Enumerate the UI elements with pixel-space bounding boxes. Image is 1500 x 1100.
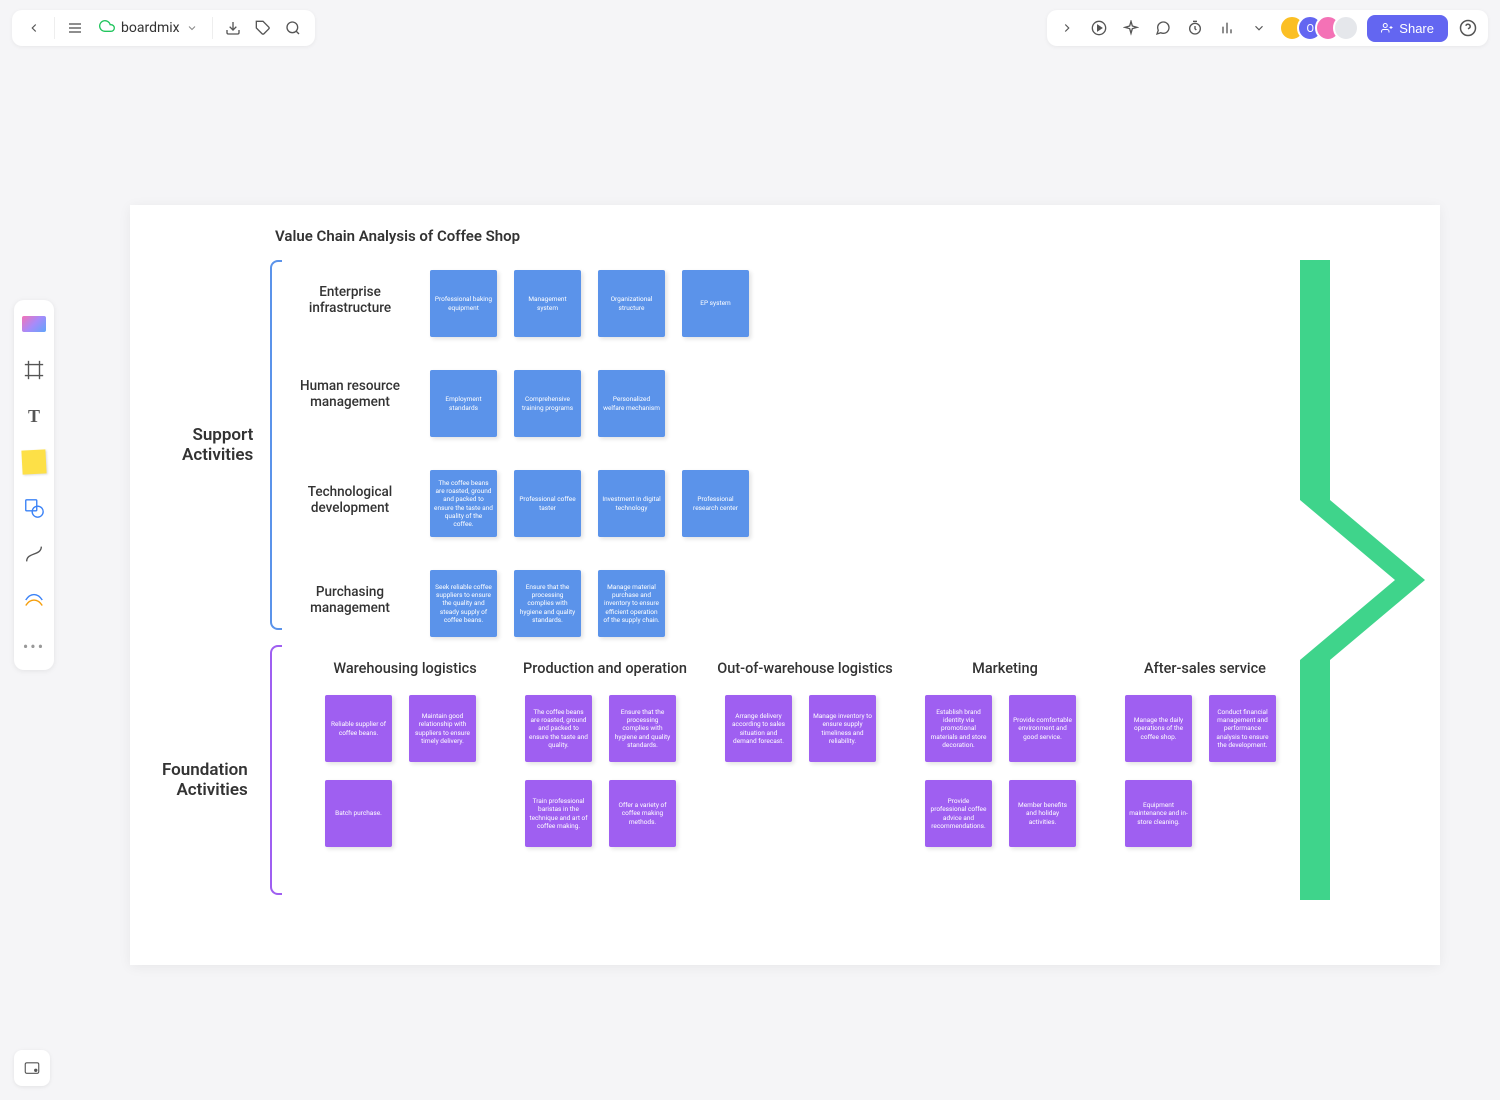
- sparkle-button[interactable]: [1119, 16, 1143, 40]
- canvas[interactable]: Value Chain Analysis of Coffee Shop Supp…: [130, 205, 1440, 965]
- more-tools[interactable]: •••: [20, 632, 48, 660]
- support-card[interactable]: Professional coffee taster: [514, 470, 581, 537]
- divider: [54, 17, 55, 39]
- support-row-label: Human resource management: [295, 378, 405, 410]
- support-row-label: Technological development: [295, 484, 405, 516]
- side-toolbar: T •••: [14, 300, 54, 670]
- foundation-card[interactable]: Offer a variety of coffee making methods…: [609, 780, 676, 847]
- support-card[interactable]: Investment in digital technology: [598, 470, 665, 537]
- foundation-column-label: Out-of-warehouse logistics: [705, 660, 905, 677]
- avatar[interactable]: [1333, 15, 1359, 41]
- text-tool[interactable]: T: [20, 402, 48, 430]
- foundation-column-label: After-sales service: [1105, 660, 1305, 677]
- support-card[interactable]: Seek reliable coffee suppliers to ensure…: [430, 570, 497, 637]
- foundation-activities-label: Foundation Activities: [162, 760, 248, 800]
- expand-button[interactable]: [1055, 16, 1079, 40]
- support-card[interactable]: Personalized welfare mechanism: [598, 370, 665, 437]
- support-card[interactable]: The coffee beans are roasted, ground and…: [430, 470, 497, 537]
- foundation-card[interactable]: Manage inventory to ensure supply timeli…: [809, 695, 876, 762]
- support-card[interactable]: Professional research center: [682, 470, 749, 537]
- foundation-card[interactable]: Equipment maintenance and in-store clean…: [1125, 780, 1192, 847]
- support-row-label: Purchasing management: [295, 584, 405, 616]
- foundation-card[interactable]: Batch purchase.: [325, 780, 392, 847]
- support-card[interactable]: Ensure that the processing complies with…: [514, 570, 581, 637]
- support-card[interactable]: Manage material purchase and inventory t…: [598, 570, 665, 637]
- foundation-card[interactable]: Train professional baristas in the techn…: [525, 780, 592, 847]
- foundation-card[interactable]: Provide professional coffee advice and r…: [925, 780, 992, 847]
- support-card[interactable]: Employment standards: [430, 370, 497, 437]
- diagram-title: Value Chain Analysis of Coffee Shop: [275, 227, 520, 245]
- support-card[interactable]: Comprehensive training programs: [514, 370, 581, 437]
- menu-button[interactable]: [63, 16, 87, 40]
- foundation-card[interactable]: Establish brand identity via promotional…: [925, 695, 992, 762]
- foundation-column-label: Marketing: [905, 660, 1105, 677]
- profit-arrow: Profit: [1300, 260, 1430, 904]
- foundation-card[interactable]: Ensure that the processing complies with…: [609, 695, 676, 762]
- timer-button[interactable]: [1183, 16, 1207, 40]
- template-tool[interactable]: [20, 310, 48, 338]
- file-name-dropdown[interactable]: boardmix: [93, 18, 204, 38]
- sticky-note-tool[interactable]: [20, 448, 48, 476]
- foundation-bracket: [270, 645, 282, 895]
- user-plus-icon: [1381, 22, 1393, 34]
- chevron-down-icon: [186, 22, 198, 34]
- foundation-card[interactable]: Maintain good relationship with supplier…: [409, 695, 476, 762]
- foundation-card[interactable]: Reliable supplier of coffee beans.: [325, 695, 392, 762]
- play-button[interactable]: [1087, 16, 1111, 40]
- support-card[interactable]: Organizational structure: [598, 270, 665, 337]
- pen-tool[interactable]: [20, 586, 48, 614]
- stats-button[interactable]: [1215, 16, 1239, 40]
- foundation-card[interactable]: The coffee beans are roasted, ground and…: [525, 695, 592, 762]
- frame-tool[interactable]: [20, 356, 48, 384]
- divider: [212, 17, 213, 39]
- more-button[interactable]: [1247, 16, 1271, 40]
- back-button[interactable]: [22, 16, 46, 40]
- foundation-card[interactable]: Conduct financial management and perform…: [1209, 695, 1276, 762]
- download-button[interactable]: [221, 16, 245, 40]
- support-activities-label: Support Activities: [182, 425, 253, 465]
- foundation-card[interactable]: Provide comfortable environment and good…: [1009, 695, 1076, 762]
- toolbar-left: boardmix: [12, 10, 315, 46]
- toolbar-right: O Share: [1047, 10, 1488, 46]
- chat-button[interactable]: [1151, 16, 1175, 40]
- foundation-card[interactable]: Member benefits and holiday activities.: [1009, 780, 1076, 847]
- share-label: Share: [1399, 21, 1434, 36]
- support-card[interactable]: Management system: [514, 270, 581, 337]
- foundation-card[interactable]: Arrange delivery according to sales situ…: [725, 695, 792, 762]
- cloud-sync-icon: [99, 18, 115, 38]
- support-card[interactable]: EP system: [682, 270, 749, 337]
- support-bracket: [270, 260, 282, 630]
- file-name: boardmix: [121, 20, 180, 36]
- foundation-column-label: Warehousing logistics: [305, 660, 505, 677]
- profit-label: Profit: [1344, 552, 1364, 594]
- support-card[interactable]: Professional baking equipment: [430, 270, 497, 337]
- share-button[interactable]: Share: [1367, 15, 1448, 42]
- collaborator-avatars[interactable]: O: [1279, 15, 1359, 41]
- minimap-button[interactable]: [14, 1050, 50, 1086]
- connector-tool[interactable]: [20, 540, 48, 568]
- foundation-column-label: Production and operation: [505, 660, 705, 677]
- foundation-card[interactable]: Manage the daily operations of the coffe…: [1125, 695, 1192, 762]
- search-button[interactable]: [281, 16, 305, 40]
- tag-button[interactable]: [251, 16, 275, 40]
- shape-tool[interactable]: [20, 494, 48, 522]
- help-button[interactable]: [1456, 16, 1480, 40]
- support-row-label: Enterprise infrastructure: [295, 284, 405, 316]
